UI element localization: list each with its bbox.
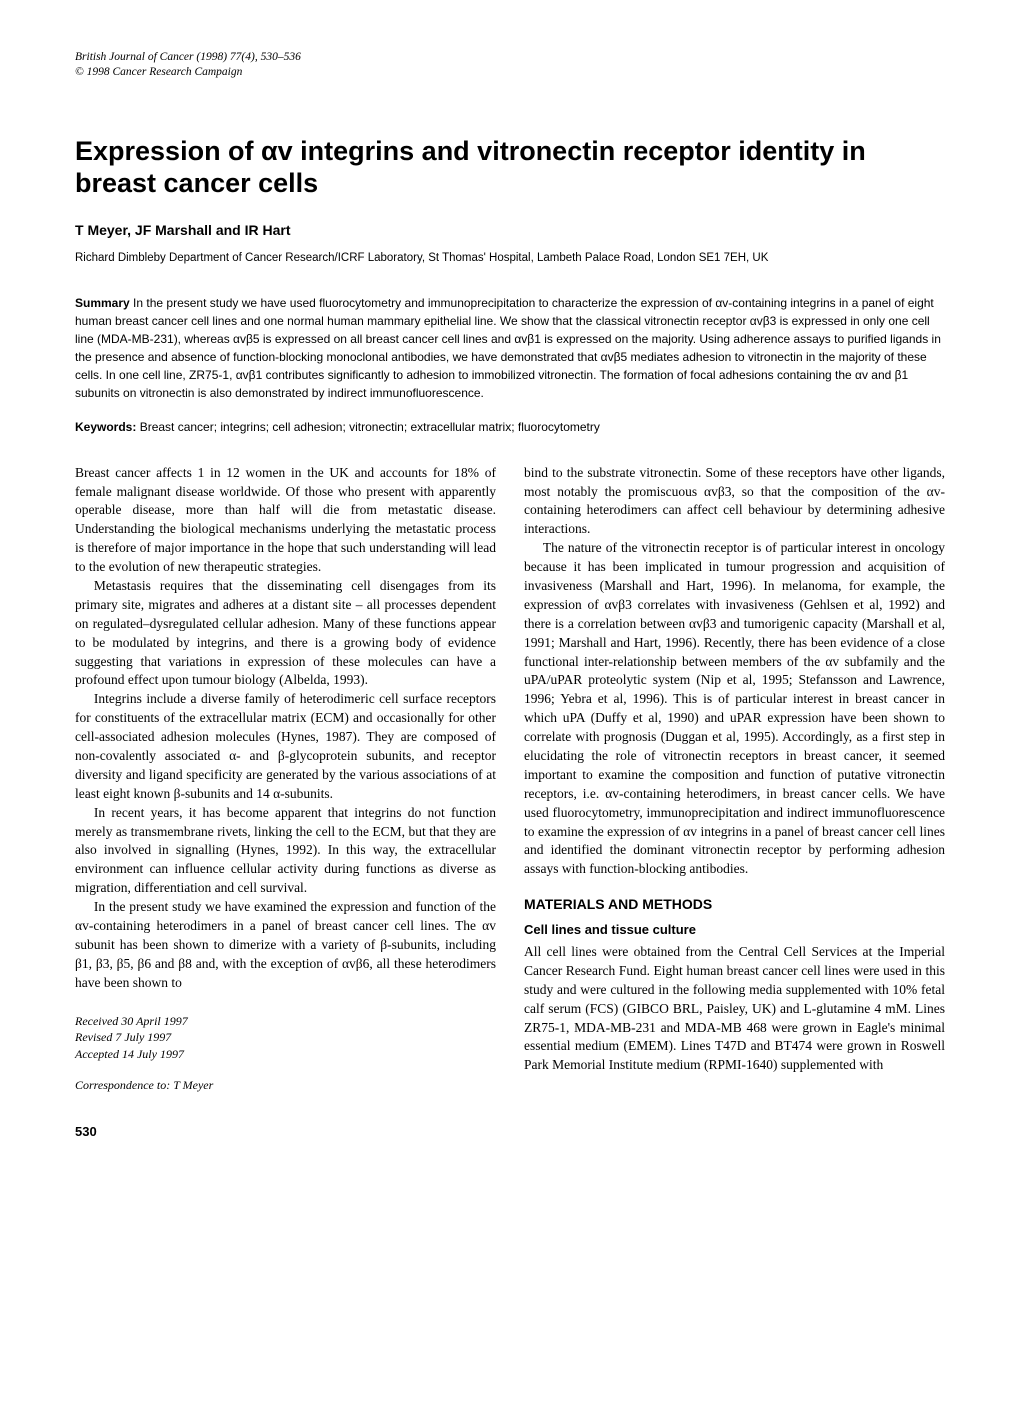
paragraph: Metastasis requires that the disseminati… bbox=[75, 577, 496, 690]
correspondence: Correspondence to: T Meyer bbox=[75, 1077, 496, 1094]
summary-block: Summary In the present study we have use… bbox=[75, 294, 945, 402]
keywords-text: Breast cancer; integrins; cell adhesion;… bbox=[136, 420, 600, 434]
journal-copyright: © 1998 Cancer Research Campaign bbox=[75, 65, 945, 80]
subsection-heading: Cell lines and tissue culture bbox=[524, 921, 945, 939]
body-columns: Breast cancer affects 1 in 12 women in t… bbox=[75, 464, 945, 1094]
revised-date: Revised 7 July 1997 bbox=[75, 1029, 496, 1046]
affiliation: Richard Dimbleby Department of Cancer Re… bbox=[75, 252, 945, 264]
keywords-block: Keywords: Breast cancer; integrins; cell… bbox=[75, 420, 945, 434]
section-heading: MATERIALS AND METHODS bbox=[524, 895, 945, 915]
received-block: Received 30 April 1997 Revised 7 July 19… bbox=[75, 1013, 496, 1063]
left-column: Breast cancer affects 1 in 12 women in t… bbox=[75, 464, 496, 1094]
summary-label: Summary bbox=[75, 296, 130, 310]
article-title: Expression of αv integrins and vitronect… bbox=[75, 135, 945, 200]
paragraph: The nature of the vitronectin receptor i… bbox=[524, 539, 945, 879]
paragraph: Integrins include a diverse family of he… bbox=[75, 690, 496, 803]
paragraph: In the present study we have examined th… bbox=[75, 898, 496, 992]
authors: T Meyer, JF Marshall and IR Hart bbox=[75, 222, 945, 238]
paragraph: All cell lines were obtained from the Ce… bbox=[524, 943, 945, 1075]
journal-header: British Journal of Cancer (1998) 77(4), … bbox=[75, 50, 945, 80]
paragraph: Breast cancer affects 1 in 12 women in t… bbox=[75, 464, 496, 577]
journal-citation: British Journal of Cancer (1998) 77(4), … bbox=[75, 50, 945, 65]
keywords-label: Keywords: bbox=[75, 420, 136, 434]
paragraph: In recent years, it has become apparent … bbox=[75, 804, 496, 898]
page-number: 530 bbox=[75, 1124, 945, 1139]
paragraph: bind to the substrate vitronectin. Some … bbox=[524, 464, 945, 540]
summary-text: In the present study we have used fluoro… bbox=[75, 296, 941, 400]
accepted-date: Accepted 14 July 1997 bbox=[75, 1046, 496, 1063]
right-column: bind to the substrate vitronectin. Some … bbox=[524, 464, 945, 1094]
received-date: Received 30 April 1997 bbox=[75, 1013, 496, 1030]
